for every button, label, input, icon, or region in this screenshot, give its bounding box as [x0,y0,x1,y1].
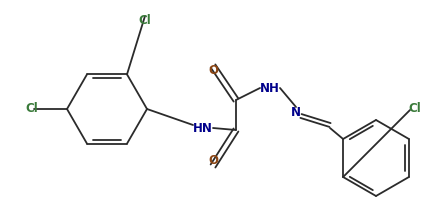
Text: N: N [291,106,301,120]
Text: Cl: Cl [408,101,421,115]
Text: O: O [208,65,218,78]
Text: Cl: Cl [139,14,151,28]
Text: NH: NH [260,81,280,95]
Text: HN: HN [193,122,213,134]
Text: Cl: Cl [26,102,38,115]
Text: O: O [208,154,218,168]
